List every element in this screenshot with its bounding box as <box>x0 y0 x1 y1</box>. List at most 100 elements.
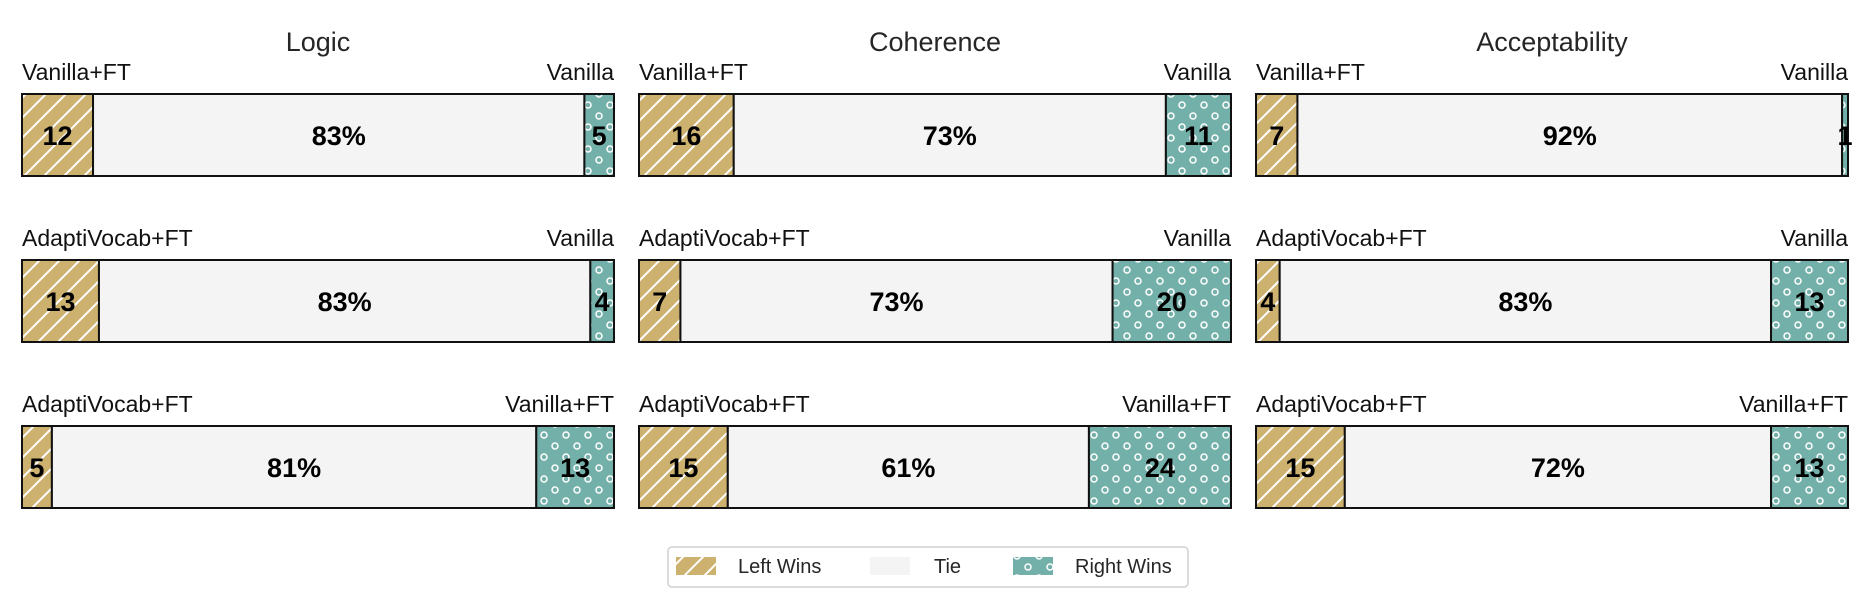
right-wins-bar-outline <box>1111 259 1232 343</box>
tie-value-label: 83% <box>312 121 366 151</box>
left-wins-bar-pattern <box>1256 94 1298 176</box>
right-model-label: Vanilla <box>547 225 615 251</box>
right-value-label: 1 <box>1838 121 1853 151</box>
right-wins-bar-pattern <box>1112 260 1231 342</box>
legend-swatch-pattern <box>1013 557 1053 575</box>
left-wins-bar-pattern <box>22 260 99 342</box>
right-model-label: Vanilla+FT <box>1739 391 1848 417</box>
right-wins-bar-outline <box>535 425 616 509</box>
left-value-label: 7 <box>652 287 667 317</box>
panel-coherence: Coherence Vanilla+FT Vanilla 16 73% 11 AdaptiV… <box>638 27 1233 509</box>
right-wins-bar-outline <box>583 93 616 177</box>
right-model-label: Vanilla+FT <box>1122 391 1231 417</box>
comparison-row: AdaptiVocab+FT Vanilla 4 83% 13 <box>1255 225 1850 343</box>
panels: Logic Vanilla+FT Vanilla 12 83% 5 AdaptiVocab+… <box>21 27 1853 509</box>
tie-value-label: 81% <box>267 453 321 483</box>
comparison-row: Vanilla+FT Vanilla 12 83% 5 <box>21 59 616 177</box>
panel-title: Logic <box>286 27 351 57</box>
tie-value-label: 92% <box>1543 121 1597 151</box>
right-model-label: Vanilla <box>1164 59 1232 85</box>
legend-frame <box>667 546 1189 588</box>
left-value-label: 4 <box>1260 287 1275 317</box>
comparison-row: Vanilla+FT Vanilla 16 73% 11 <box>638 59 1233 177</box>
left-model-label: AdaptiVocab+FT <box>22 225 193 251</box>
tie-value-label: 61% <box>881 453 935 483</box>
left-model-label: AdaptiVocab+FT <box>22 391 193 417</box>
right-wins-bar-pattern <box>1771 260 1848 342</box>
panel-acceptability: Acceptability Vanilla+FT Vanilla 7 92% 1 Adapt… <box>1255 27 1853 509</box>
left-wins-bar-pattern <box>639 260 681 342</box>
right-wins-bar-pattern <box>536 426 614 508</box>
left-model-label: Vanilla+FT <box>1256 59 1365 85</box>
tie-value-label: 73% <box>869 287 923 317</box>
left-wins-bar-pattern <box>1256 426 1345 508</box>
left-model-label: AdaptiVocab+FT <box>1256 225 1427 251</box>
panel-title: Coherence <box>869 27 1001 57</box>
left-model-label: Vanilla+FT <box>639 59 748 85</box>
right-model-label: Vanilla <box>1781 59 1849 85</box>
right-value-label: 4 <box>595 287 610 317</box>
right-value-label: 5 <box>592 121 607 151</box>
right-wins-bar-pattern <box>1088 426 1231 508</box>
tie-bar <box>1344 426 1772 508</box>
right-wins-bar-pattern <box>1165 94 1231 176</box>
right-wins-bar-outline <box>589 259 616 343</box>
left-wins-bar-pattern <box>1256 260 1280 342</box>
left-model-label: AdaptiVocab+FT <box>639 225 810 251</box>
legend-swatch-pattern <box>676 557 716 575</box>
left-wins-bar-pattern <box>22 426 52 508</box>
legend-entry-right: Right Wins <box>1013 556 1172 578</box>
right-model-label: Vanilla <box>1781 225 1849 251</box>
right-value-label: 24 <box>1145 453 1175 483</box>
legend-swatch <box>870 557 910 575</box>
legend-label: Tie <box>934 556 961 578</box>
right-model-label: Vanilla <box>547 59 615 85</box>
right-wins-bar-pattern <box>584 94 614 176</box>
legend-label: Right Wins <box>1075 556 1172 578</box>
left-wins-bar-pattern <box>22 94 94 176</box>
tie-bar <box>98 260 591 342</box>
right-wins-bar-pattern <box>1771 426 1848 508</box>
tie-bar <box>1279 260 1772 342</box>
left-value-label: 5 <box>29 453 44 483</box>
left-value-label: 15 <box>668 453 698 483</box>
tie-value-label: 72% <box>1531 453 1585 483</box>
tie-bar <box>51 426 537 508</box>
left-value-label: 7 <box>1269 121 1284 151</box>
tie-value-label: 83% <box>1498 287 1552 317</box>
tie-bar <box>733 94 1166 176</box>
right-wins-bar-outline <box>1770 425 1850 509</box>
comparison-row: AdaptiVocab+FT Vanilla 7 73% 20 <box>638 225 1232 343</box>
right-model-label: Vanilla <box>1164 225 1232 251</box>
tie-value-label: 83% <box>318 287 372 317</box>
right-wins-bar-outline <box>1770 259 1850 343</box>
panel-title: Acceptability <box>1476 27 1628 57</box>
comparison-row: AdaptiVocab+FT Vanilla+FT 5 81% 13 <box>21 391 616 509</box>
right-wins-bar-pattern <box>1842 94 1848 176</box>
right-wins-bar-outline <box>1841 93 1849 177</box>
left-value-label: 12 <box>42 121 72 151</box>
tie-bar <box>1297 94 1843 176</box>
right-value-label: 13 <box>1794 287 1824 317</box>
comparison-row: AdaptiVocab+FT Vanilla 13 83% 4 <box>21 225 616 343</box>
legend: Left Wins Tie Right Wins <box>667 546 1189 588</box>
right-value-label: 13 <box>1794 453 1824 483</box>
left-wins-bar-pattern <box>639 94 734 176</box>
comparison-row: AdaptiVocab+FT Vanilla+FT 15 72% 13 <box>1255 391 1850 509</box>
right-value-label: 11 <box>1184 121 1213 151</box>
left-wins-bar-pattern <box>639 426 728 508</box>
left-value-label: 16 <box>671 121 701 151</box>
tie-bar <box>727 426 1089 508</box>
left-model-label: AdaptiVocab+FT <box>1256 391 1427 417</box>
right-wins-bar-outline <box>1087 425 1233 509</box>
comparison-row: AdaptiVocab+FT Vanilla+FT 15 61% 24 <box>638 391 1233 509</box>
tie-bar <box>93 94 585 176</box>
right-value-label: 13 <box>560 453 590 483</box>
tie-value-label: 73% <box>923 121 977 151</box>
legend-entry-left: Left Wins <box>676 556 821 578</box>
right-wins-bar-outline <box>1164 93 1233 177</box>
comparison-row: Vanilla+FT Vanilla 7 92% 1 <box>1255 59 1853 177</box>
right-wins-bar-pattern <box>590 260 614 342</box>
